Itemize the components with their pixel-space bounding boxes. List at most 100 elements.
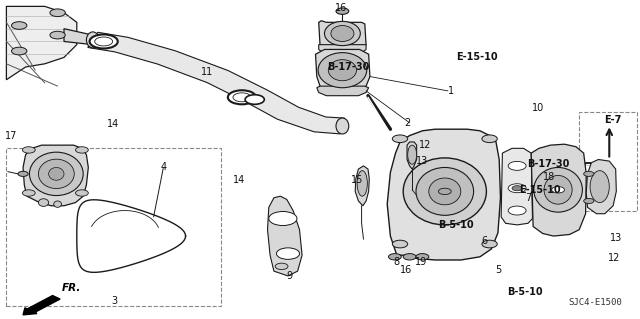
Circle shape xyxy=(584,198,594,204)
Polygon shape xyxy=(316,49,370,91)
Circle shape xyxy=(76,147,88,153)
Circle shape xyxy=(403,254,416,260)
Circle shape xyxy=(508,206,526,215)
Polygon shape xyxy=(23,145,88,206)
Circle shape xyxy=(50,31,65,39)
Text: 4: 4 xyxy=(160,162,166,173)
Circle shape xyxy=(90,34,118,48)
Ellipse shape xyxy=(590,171,609,203)
Circle shape xyxy=(95,37,113,46)
Circle shape xyxy=(228,90,256,104)
Polygon shape xyxy=(407,142,417,169)
Circle shape xyxy=(482,135,497,143)
Circle shape xyxy=(22,190,35,196)
Circle shape xyxy=(18,171,28,176)
Ellipse shape xyxy=(38,159,74,189)
Ellipse shape xyxy=(416,167,474,215)
Circle shape xyxy=(512,186,522,191)
Polygon shape xyxy=(531,144,586,236)
Circle shape xyxy=(50,9,65,17)
Ellipse shape xyxy=(336,118,349,134)
Circle shape xyxy=(388,254,401,260)
Circle shape xyxy=(12,47,27,55)
Text: 1: 1 xyxy=(448,86,454,96)
Polygon shape xyxy=(6,6,77,80)
Text: 16: 16 xyxy=(335,3,348,13)
Polygon shape xyxy=(586,160,616,214)
Ellipse shape xyxy=(318,53,367,88)
Ellipse shape xyxy=(403,158,486,225)
Circle shape xyxy=(276,248,300,259)
Ellipse shape xyxy=(29,152,83,196)
Text: 16: 16 xyxy=(399,264,412,275)
Circle shape xyxy=(22,147,35,153)
Text: 6: 6 xyxy=(481,236,488,246)
Text: SJC4-E1500: SJC4-E1500 xyxy=(568,298,622,307)
Circle shape xyxy=(584,171,594,176)
Circle shape xyxy=(76,190,88,196)
Ellipse shape xyxy=(54,201,61,207)
Text: 5: 5 xyxy=(495,264,501,275)
Text: 11: 11 xyxy=(200,67,213,77)
Text: 8: 8 xyxy=(394,256,400,267)
Ellipse shape xyxy=(331,26,354,41)
Circle shape xyxy=(233,93,251,102)
Text: 18: 18 xyxy=(543,172,556,182)
Text: 13: 13 xyxy=(609,233,622,243)
Circle shape xyxy=(275,263,288,270)
Ellipse shape xyxy=(429,178,461,205)
Polygon shape xyxy=(501,148,532,225)
Circle shape xyxy=(416,254,429,260)
Ellipse shape xyxy=(357,171,367,196)
Ellipse shape xyxy=(86,32,99,48)
Text: 9: 9 xyxy=(286,271,292,281)
Text: FR.: FR. xyxy=(61,283,81,293)
Circle shape xyxy=(552,187,564,193)
Text: 7: 7 xyxy=(525,193,531,203)
Text: 3: 3 xyxy=(111,296,117,307)
Text: B-17-30: B-17-30 xyxy=(328,62,370,72)
Circle shape xyxy=(392,135,408,143)
Text: 12: 12 xyxy=(419,140,432,150)
Text: 12: 12 xyxy=(608,253,621,263)
Ellipse shape xyxy=(38,199,49,206)
Circle shape xyxy=(482,240,497,248)
Polygon shape xyxy=(355,166,369,206)
Polygon shape xyxy=(88,32,345,134)
Circle shape xyxy=(438,188,451,195)
Text: 17: 17 xyxy=(5,130,18,141)
Text: E-15-10: E-15-10 xyxy=(518,185,561,195)
Polygon shape xyxy=(387,129,500,260)
Text: B-5-10: B-5-10 xyxy=(438,220,474,230)
Bar xyxy=(579,112,637,211)
Text: 14: 14 xyxy=(106,119,119,130)
Ellipse shape xyxy=(49,167,64,180)
Ellipse shape xyxy=(408,145,417,164)
Polygon shape xyxy=(317,86,369,96)
Polygon shape xyxy=(268,196,302,276)
Text: 2: 2 xyxy=(404,118,411,128)
Text: 13: 13 xyxy=(416,156,429,166)
Polygon shape xyxy=(64,29,93,45)
Text: 19: 19 xyxy=(415,256,428,267)
Circle shape xyxy=(336,8,349,14)
Text: 15: 15 xyxy=(351,175,364,185)
Text: B-5-10: B-5-10 xyxy=(507,287,543,297)
Circle shape xyxy=(245,95,264,104)
Text: B-17-30: B-17-30 xyxy=(527,159,569,169)
Text: 10: 10 xyxy=(531,103,544,114)
Polygon shape xyxy=(319,21,366,49)
Polygon shape xyxy=(319,45,366,54)
Ellipse shape xyxy=(328,60,356,81)
Ellipse shape xyxy=(544,175,572,204)
Ellipse shape xyxy=(324,21,360,46)
Circle shape xyxy=(508,161,526,170)
Ellipse shape xyxy=(534,167,582,212)
Circle shape xyxy=(392,240,408,248)
Text: E-7: E-7 xyxy=(604,115,621,125)
Text: 14: 14 xyxy=(232,175,245,185)
Text: E-15-10: E-15-10 xyxy=(456,52,498,63)
Bar xyxy=(6,148,221,306)
Circle shape xyxy=(12,22,27,29)
Circle shape xyxy=(269,211,297,226)
